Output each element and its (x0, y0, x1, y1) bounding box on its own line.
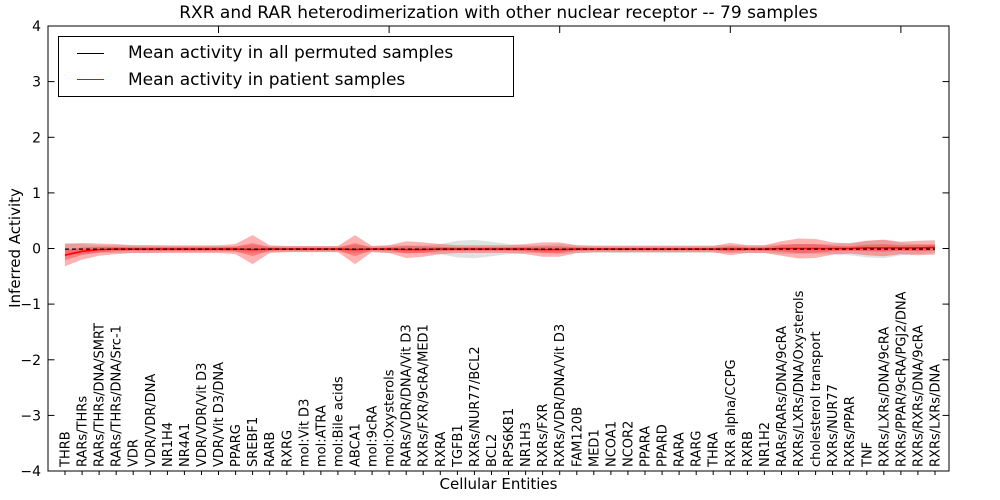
x-tick-label: RARs/VDR/DNA/Vit D3 (400, 324, 415, 467)
legend-label-permuted: Mean activity in all permuted samples (128, 43, 454, 64)
x-tick-label: BCL2 (485, 434, 500, 467)
x-tick-label: RXRs/PPAR (843, 396, 858, 467)
x-tick-label: mol:9cRA (366, 405, 381, 467)
x-tick-label: cholesterol transport (809, 331, 824, 467)
x-tick-label: RXR alpha/CCPG (724, 359, 739, 467)
patient-band-outer (65, 235, 935, 267)
x-tick-label: RARG (690, 430, 705, 467)
x-tick-label: MED1 (587, 429, 602, 467)
x-tick-label: RXRs/FXR (536, 403, 551, 467)
x-tick-label: RARs/THRs (76, 396, 91, 467)
y-tick-label: 0 (32, 242, 41, 258)
x-tick-label: THRA (707, 432, 722, 468)
x-tick-label: RXRs/PPAR/9cRA/PGJ2/DNA (894, 291, 909, 467)
x-tick-label: RARA (673, 432, 688, 467)
x-tick-label: PPARD (656, 424, 671, 467)
x-tick-label: VDR/VDR/Vit D3 (195, 363, 210, 467)
x-tick-label: VDR/Vit D3/DNA (212, 362, 227, 467)
x-tick-label: RXRA (434, 432, 449, 467)
y-axis-label: Inferred Activity (6, 188, 24, 308)
x-tick-label: RARs/THRs/DNA/SMRT (93, 323, 108, 467)
y-tick-label: −4 (20, 464, 41, 480)
y-tick-label: 4 (32, 19, 41, 35)
x-tick-label: mol:ATRA (314, 405, 329, 467)
x-tick-label: mol:Oxysterols (383, 369, 398, 467)
chart-title: RXR and RAR heterodimerization with othe… (179, 3, 818, 23)
x-tick-label: mol:Vit D3 (297, 399, 312, 467)
x-tick-label: RXRG (280, 430, 295, 467)
x-tick-label: RXRs/RXRs/DNA/9cRA (911, 325, 926, 467)
x-tick-label: ABCA1 (349, 423, 364, 467)
x-tick-label: PPARG (229, 424, 244, 467)
x-tick-label: RXRs/NUR77 (826, 384, 841, 467)
x-tick-label: RARs/THRs/DNA/Src-1 (110, 325, 125, 467)
x-tick-label: NR4A1 (178, 423, 193, 467)
x-tick-label: RXRs/LXRs/DNA/9cRA (877, 327, 892, 467)
x-tick-label: RXRs/LXRs/DNA (929, 364, 944, 467)
permuted-line-swatch-icon (77, 52, 104, 54)
x-axis-label: Cellular Entities (439, 475, 558, 493)
x-tick-label: VDR/VDR/DNA (144, 374, 159, 467)
legend-row-patient: Mean activity in patient samples (77, 70, 513, 90)
x-tick-label: NR1H3 (519, 422, 534, 467)
x-tick-label: RXRs/LXRs/DNA/Oxysterols (792, 290, 807, 467)
y-tick-label: 2 (32, 130, 41, 146)
x-tick-label: TNF (860, 442, 875, 468)
x-tick-label: NCOR2 (621, 421, 636, 467)
x-tick-label: mol:Bile acids (331, 376, 346, 467)
x-tick-label: RXRs/VDR/DNA/Vit D3 (553, 324, 568, 467)
x-tick-label: RPS6KB1 (502, 408, 517, 467)
patient-band-inner (65, 243, 935, 261)
legend-row-permuted: Mean activity in all permuted samples (77, 43, 513, 63)
x-tick-label: FAM120B (570, 407, 585, 467)
x-tick-label: NR1H2 (758, 422, 773, 467)
y-tick-label: −3 (20, 408, 41, 424)
x-tick-label: PPARA (639, 426, 654, 467)
legend-label-patient: Mean activity in patient samples (128, 69, 406, 90)
x-tick-label: RXRs/NUR77/BCL2 (468, 346, 483, 467)
x-tick-label: RARB (263, 432, 278, 467)
x-tick-label: RARs/RARs/DNA/9cRA (775, 326, 790, 467)
y-tick-label: −1 (20, 297, 41, 313)
x-tick-label: THRB (59, 431, 74, 468)
x-tick-label: SREBF1 (246, 417, 261, 467)
legend: Mean activity in all permuted samples Me… (58, 36, 514, 97)
x-tick-label: RXRB (741, 431, 756, 467)
patient-line-swatch-icon (77, 79, 104, 81)
y-tick-label: 3 (32, 75, 41, 91)
y-tick-label: 1 (32, 186, 41, 202)
x-tick-label: NCOA1 (604, 421, 619, 467)
x-tick-label: RXRs/FXR/9cRA/MED1 (417, 324, 432, 467)
x-tick-label: TGFB1 (451, 424, 466, 468)
x-tick-label: NR1H4 (161, 422, 176, 467)
y-tick-label: −2 (20, 353, 41, 369)
x-tick-label: VDR (127, 439, 142, 467)
